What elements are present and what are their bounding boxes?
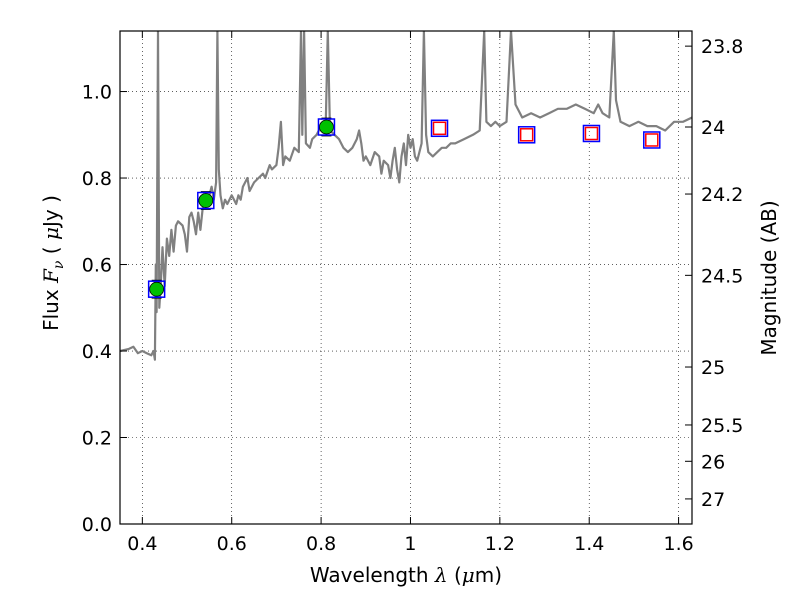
y-axis-label-unit-open: ( bbox=[39, 240, 63, 261]
y2-tick-label: 24.5 bbox=[701, 265, 743, 287]
y2-tick-label: 25 bbox=[701, 357, 725, 379]
x-tick-label: 1 bbox=[404, 533, 416, 555]
plot-frame bbox=[119, 30, 693, 525]
x-tick-label: 1.4 bbox=[574, 533, 604, 555]
y-axis-label-subscript: ν bbox=[51, 260, 67, 269]
green-data-point bbox=[149, 281, 165, 297]
red-square-marker bbox=[645, 133, 659, 147]
y-tick-label: 0.0 bbox=[82, 514, 112, 536]
y-tick-label: 0.4 bbox=[82, 341, 112, 363]
y-axis-label-prefix: Flux bbox=[39, 283, 63, 331]
blue-square-marker bbox=[643, 131, 661, 149]
x-axis-label-unit-rest: m) bbox=[475, 563, 502, 587]
x-tick-label: 1.2 bbox=[485, 533, 515, 555]
marker-layer bbox=[147, 117, 661, 299]
x-axis-label: Wavelength λ (μm) bbox=[310, 563, 502, 587]
y2-axis-label: Magnitude (AB) bbox=[757, 200, 781, 355]
green-data-point bbox=[198, 193, 214, 208]
y-axis-label-unit-mu: μ bbox=[39, 227, 63, 240]
y-tick-label: 1.0 bbox=[82, 82, 112, 104]
y-tick-label: 0.2 bbox=[82, 428, 112, 450]
y-tick-label: 0.8 bbox=[82, 168, 112, 190]
y2-tick-label: 24.2 bbox=[701, 184, 743, 206]
x-axis-label-unit-open: ( bbox=[448, 563, 462, 587]
red-square-marker bbox=[432, 121, 447, 136]
y-axis-label-symbol: F bbox=[39, 268, 63, 284]
y2-tick-label: 23.8 bbox=[701, 36, 743, 58]
blue-square-marker bbox=[197, 191, 215, 210]
red-square-marker bbox=[519, 128, 534, 142]
y-tick-label: 0.6 bbox=[82, 255, 112, 277]
red-square-marker bbox=[584, 126, 599, 141]
x-tick-label: 0.6 bbox=[217, 533, 247, 555]
x-tick-label: 0.4 bbox=[127, 533, 157, 555]
y2-tick-label: 24 bbox=[701, 117, 725, 139]
green-data-point bbox=[319, 119, 334, 135]
y-axis-label-unit-rest: Jy ) bbox=[39, 195, 63, 229]
x-tick-label: 0.8 bbox=[306, 533, 336, 555]
x-axis-label-symbol: λ bbox=[434, 563, 448, 587]
blue-square-marker bbox=[582, 124, 601, 143]
y2-tick-label: 26 bbox=[701, 451, 725, 473]
blue-square-marker bbox=[147, 280, 166, 298]
blue-square-marker bbox=[517, 126, 536, 144]
x-axis-label-prefix: Wavelength bbox=[310, 563, 435, 587]
y2-tick-label: 25.5 bbox=[701, 415, 743, 437]
blue-square-marker bbox=[317, 118, 336, 136]
series-layer bbox=[120, 31, 692, 361]
y-axis-label: Flux Fν ( μJy ) bbox=[39, 195, 67, 331]
y2-tick-label: 27 bbox=[701, 489, 725, 511]
spectrum-line bbox=[120, 31, 692, 361]
x-tick-label: 1.6 bbox=[663, 533, 693, 555]
blue-square-marker bbox=[430, 119, 449, 138]
tick-layer: 0.4 0.6 0.8 1 1.2 1.4 1.6 0.0 0.2 0.4 0.6 0.8 1.0 23.… bbox=[82, 31, 743, 555]
x-axis-label-unit-mu: μ bbox=[462, 563, 475, 587]
grid-layer bbox=[120, 31, 692, 524]
